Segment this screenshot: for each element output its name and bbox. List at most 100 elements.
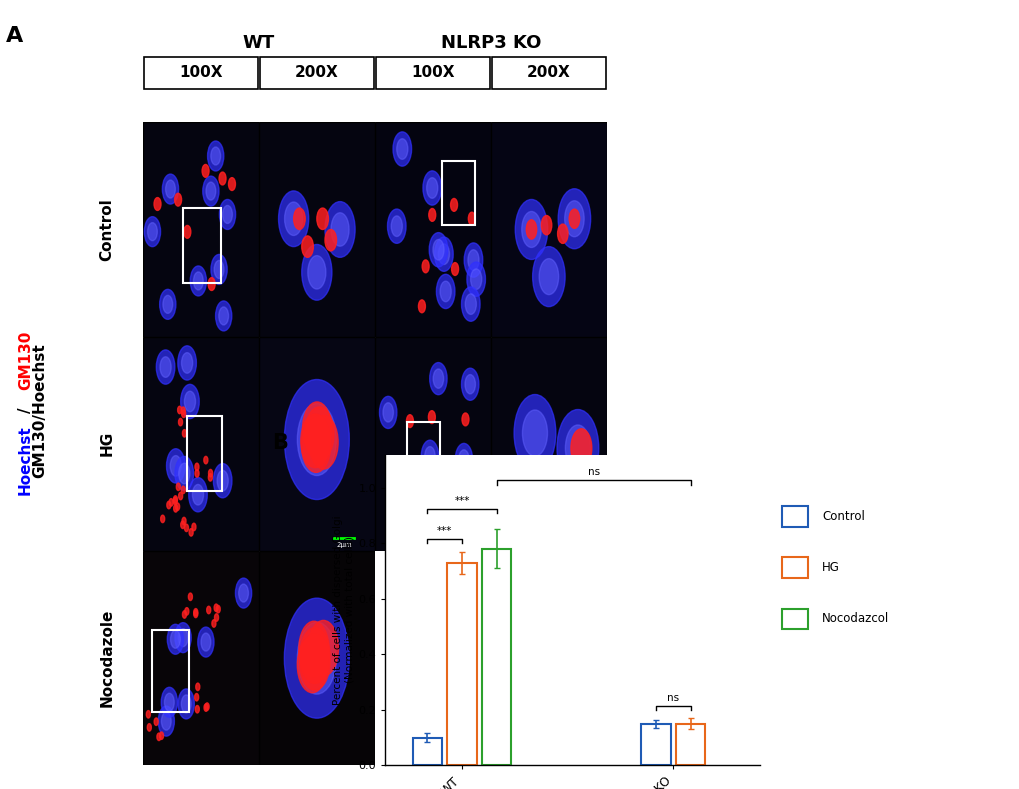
Circle shape xyxy=(181,518,185,525)
Circle shape xyxy=(194,272,203,290)
Text: Hoechst: Hoechst xyxy=(18,425,33,495)
Circle shape xyxy=(433,369,443,388)
Circle shape xyxy=(191,266,206,296)
Circle shape xyxy=(408,499,419,518)
Circle shape xyxy=(303,402,331,455)
Text: 200X: 200X xyxy=(527,65,571,80)
Text: Nocodazcol: Nocodazcol xyxy=(821,612,889,626)
Circle shape xyxy=(167,501,171,509)
Circle shape xyxy=(178,492,182,499)
Circle shape xyxy=(219,200,235,230)
Circle shape xyxy=(189,529,193,536)
Bar xyxy=(413,738,441,765)
Text: NLRP3 KO: NLRP3 KO xyxy=(440,34,540,51)
Circle shape xyxy=(423,171,441,205)
Circle shape xyxy=(284,380,348,499)
Circle shape xyxy=(293,208,305,230)
Circle shape xyxy=(522,410,547,456)
Circle shape xyxy=(300,634,329,690)
Circle shape xyxy=(421,440,438,473)
Circle shape xyxy=(439,281,450,301)
Circle shape xyxy=(406,503,413,517)
Circle shape xyxy=(160,515,164,522)
Circle shape xyxy=(175,456,194,491)
Circle shape xyxy=(422,260,429,273)
Circle shape xyxy=(161,712,171,730)
Circle shape xyxy=(302,419,330,473)
Circle shape xyxy=(173,495,177,503)
Circle shape xyxy=(154,197,161,211)
Bar xyxy=(152,630,190,712)
Circle shape xyxy=(192,523,196,531)
Circle shape xyxy=(211,254,227,285)
Circle shape xyxy=(465,294,476,314)
Circle shape xyxy=(216,605,220,613)
Circle shape xyxy=(428,208,435,222)
Circle shape xyxy=(189,593,193,600)
Circle shape xyxy=(181,407,185,414)
Circle shape xyxy=(195,469,199,477)
Circle shape xyxy=(160,357,171,377)
Circle shape xyxy=(184,524,189,532)
Circle shape xyxy=(467,262,485,297)
Circle shape xyxy=(208,278,215,290)
Circle shape xyxy=(180,521,184,529)
Circle shape xyxy=(201,633,211,651)
Circle shape xyxy=(468,250,479,271)
Circle shape xyxy=(178,463,190,484)
Bar xyxy=(782,608,807,629)
Circle shape xyxy=(514,394,555,472)
Text: 2μm: 2μm xyxy=(336,542,353,548)
Circle shape xyxy=(166,449,184,483)
Circle shape xyxy=(298,623,336,694)
Circle shape xyxy=(212,619,216,627)
Circle shape xyxy=(228,178,235,190)
Circle shape xyxy=(406,415,413,428)
Text: HG: HG xyxy=(100,431,114,457)
Circle shape xyxy=(182,429,186,437)
Circle shape xyxy=(173,505,177,512)
Circle shape xyxy=(181,486,185,494)
Circle shape xyxy=(532,247,565,307)
Circle shape xyxy=(462,413,469,426)
Circle shape xyxy=(175,503,179,510)
Circle shape xyxy=(450,199,458,211)
Circle shape xyxy=(159,732,163,739)
Circle shape xyxy=(213,463,231,498)
Circle shape xyxy=(430,465,447,497)
Text: /: / xyxy=(18,407,33,413)
Circle shape xyxy=(195,694,199,701)
FancyBboxPatch shape xyxy=(376,57,489,89)
Circle shape xyxy=(217,470,228,491)
Circle shape xyxy=(157,733,161,741)
Circle shape xyxy=(308,256,325,289)
Circle shape xyxy=(170,630,180,649)
Circle shape xyxy=(565,425,590,471)
Bar xyxy=(782,506,807,526)
Text: GM130: GM130 xyxy=(18,331,33,391)
Circle shape xyxy=(203,176,219,206)
Circle shape xyxy=(325,202,355,257)
Bar xyxy=(407,422,439,491)
Circle shape xyxy=(184,608,189,615)
Circle shape xyxy=(193,484,204,505)
Circle shape xyxy=(459,450,469,469)
Circle shape xyxy=(214,614,218,621)
Circle shape xyxy=(170,455,181,477)
Circle shape xyxy=(178,689,195,719)
Circle shape xyxy=(211,147,220,165)
Text: ns: ns xyxy=(666,693,679,703)
Circle shape xyxy=(181,410,185,417)
Circle shape xyxy=(302,236,313,257)
Circle shape xyxy=(183,226,191,238)
Circle shape xyxy=(432,240,443,260)
Circle shape xyxy=(387,209,406,243)
Circle shape xyxy=(409,473,426,505)
FancyBboxPatch shape xyxy=(491,57,605,89)
Circle shape xyxy=(436,275,454,308)
Circle shape xyxy=(464,243,482,277)
Circle shape xyxy=(204,456,208,464)
Circle shape xyxy=(278,191,309,247)
Text: ***: *** xyxy=(436,526,451,537)
Circle shape xyxy=(146,711,150,718)
